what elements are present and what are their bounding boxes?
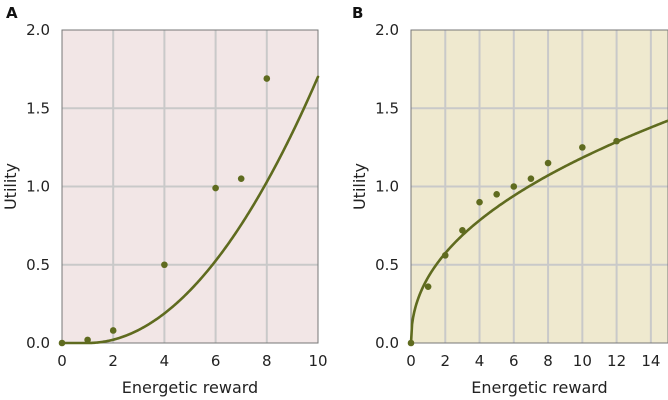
data-point-a-3 (161, 261, 168, 269)
data-point-a-0 (58, 339, 66, 347)
x-tick-label-a: 4 (160, 352, 170, 370)
x-axis-label-a: Energetic reward (122, 378, 258, 397)
data-point-b-1 (424, 283, 432, 290)
x-axis-label-b: Energetic reward (471, 378, 607, 397)
data-point-b-9 (579, 144, 586, 151)
panel-letter-a: A (6, 4, 18, 22)
x-tick-label-a: 6 (211, 352, 221, 370)
x-tick-label-b: 4 (475, 352, 485, 370)
y-axis-label-a: Utility (1, 163, 20, 210)
y-tick-label-b: 0.0 (375, 334, 399, 352)
x-tick-label-b: 6 (509, 352, 519, 370)
data-point-b-8 (544, 159, 552, 167)
y-tick-label-b: 1.5 (375, 99, 399, 117)
data-point-b-3 (459, 227, 466, 234)
x-tick-label-a: 2 (108, 352, 118, 370)
x-tick-label-b: 2 (440, 352, 450, 370)
data-point-b-6 (510, 183, 518, 190)
y-tick-label-b: 0.5 (375, 256, 399, 274)
y-axis-label-b: Utility (350, 163, 369, 210)
y-tick-label-b: 1.0 (375, 178, 399, 196)
data-point-b-7 (527, 175, 535, 182)
y-tick-label-a: 2.0 (26, 21, 50, 39)
y-tick-label-a: 1.5 (26, 99, 50, 117)
y-tick-label-a: 0.0 (26, 334, 50, 352)
chart-panel-a: 0 2 4 6 8 10 0.0 0.5 1.0 1.5 2.0 Energetic reward Ut… (1, 4, 328, 397)
data-point-b-5 (493, 191, 500, 198)
data-point-a-1 (84, 336, 91, 344)
plot-frame-a (61, 29, 319, 344)
x-tick-label-a: 0 (57, 352, 67, 370)
y-tick-label-b: 2.0 (375, 21, 399, 39)
x-tick-label-b: 8 (543, 352, 553, 370)
data-point-b-4 (476, 198, 483, 206)
data-point-a-4 (212, 184, 219, 192)
plot-frame-b (410, 29, 668, 344)
panel-letter-b: B (352, 4, 363, 22)
data-point-a-6 (263, 75, 271, 82)
chart-panel-b: 0 2 4 6 8 10 12 14 0.0 0.5 1.0 1.5 2.0 Energetic rewa… (350, 4, 668, 397)
data-point-b-10 (613, 137, 620, 145)
x-tick-label-a: 10 (308, 352, 327, 370)
data-point-b-0 (407, 339, 415, 347)
x-tick-label-b: 0 (406, 352, 416, 370)
y-tick-label-a: 1.0 (26, 178, 50, 196)
data-point-a-5 (237, 175, 245, 182)
data-point-a-2 (109, 327, 117, 334)
data-point-b-2 (441, 252, 449, 259)
x-tick-label-b: 10 (573, 352, 592, 370)
x-tick-label-b: 14 (641, 352, 660, 370)
fit-curve-b (409, 119, 668, 345)
y-tick-label-a: 0.5 (26, 256, 50, 274)
x-tick-label-b: 12 (607, 352, 626, 370)
fit-curve-a (60, 75, 320, 345)
x-tick-label-a: 8 (262, 352, 272, 370)
